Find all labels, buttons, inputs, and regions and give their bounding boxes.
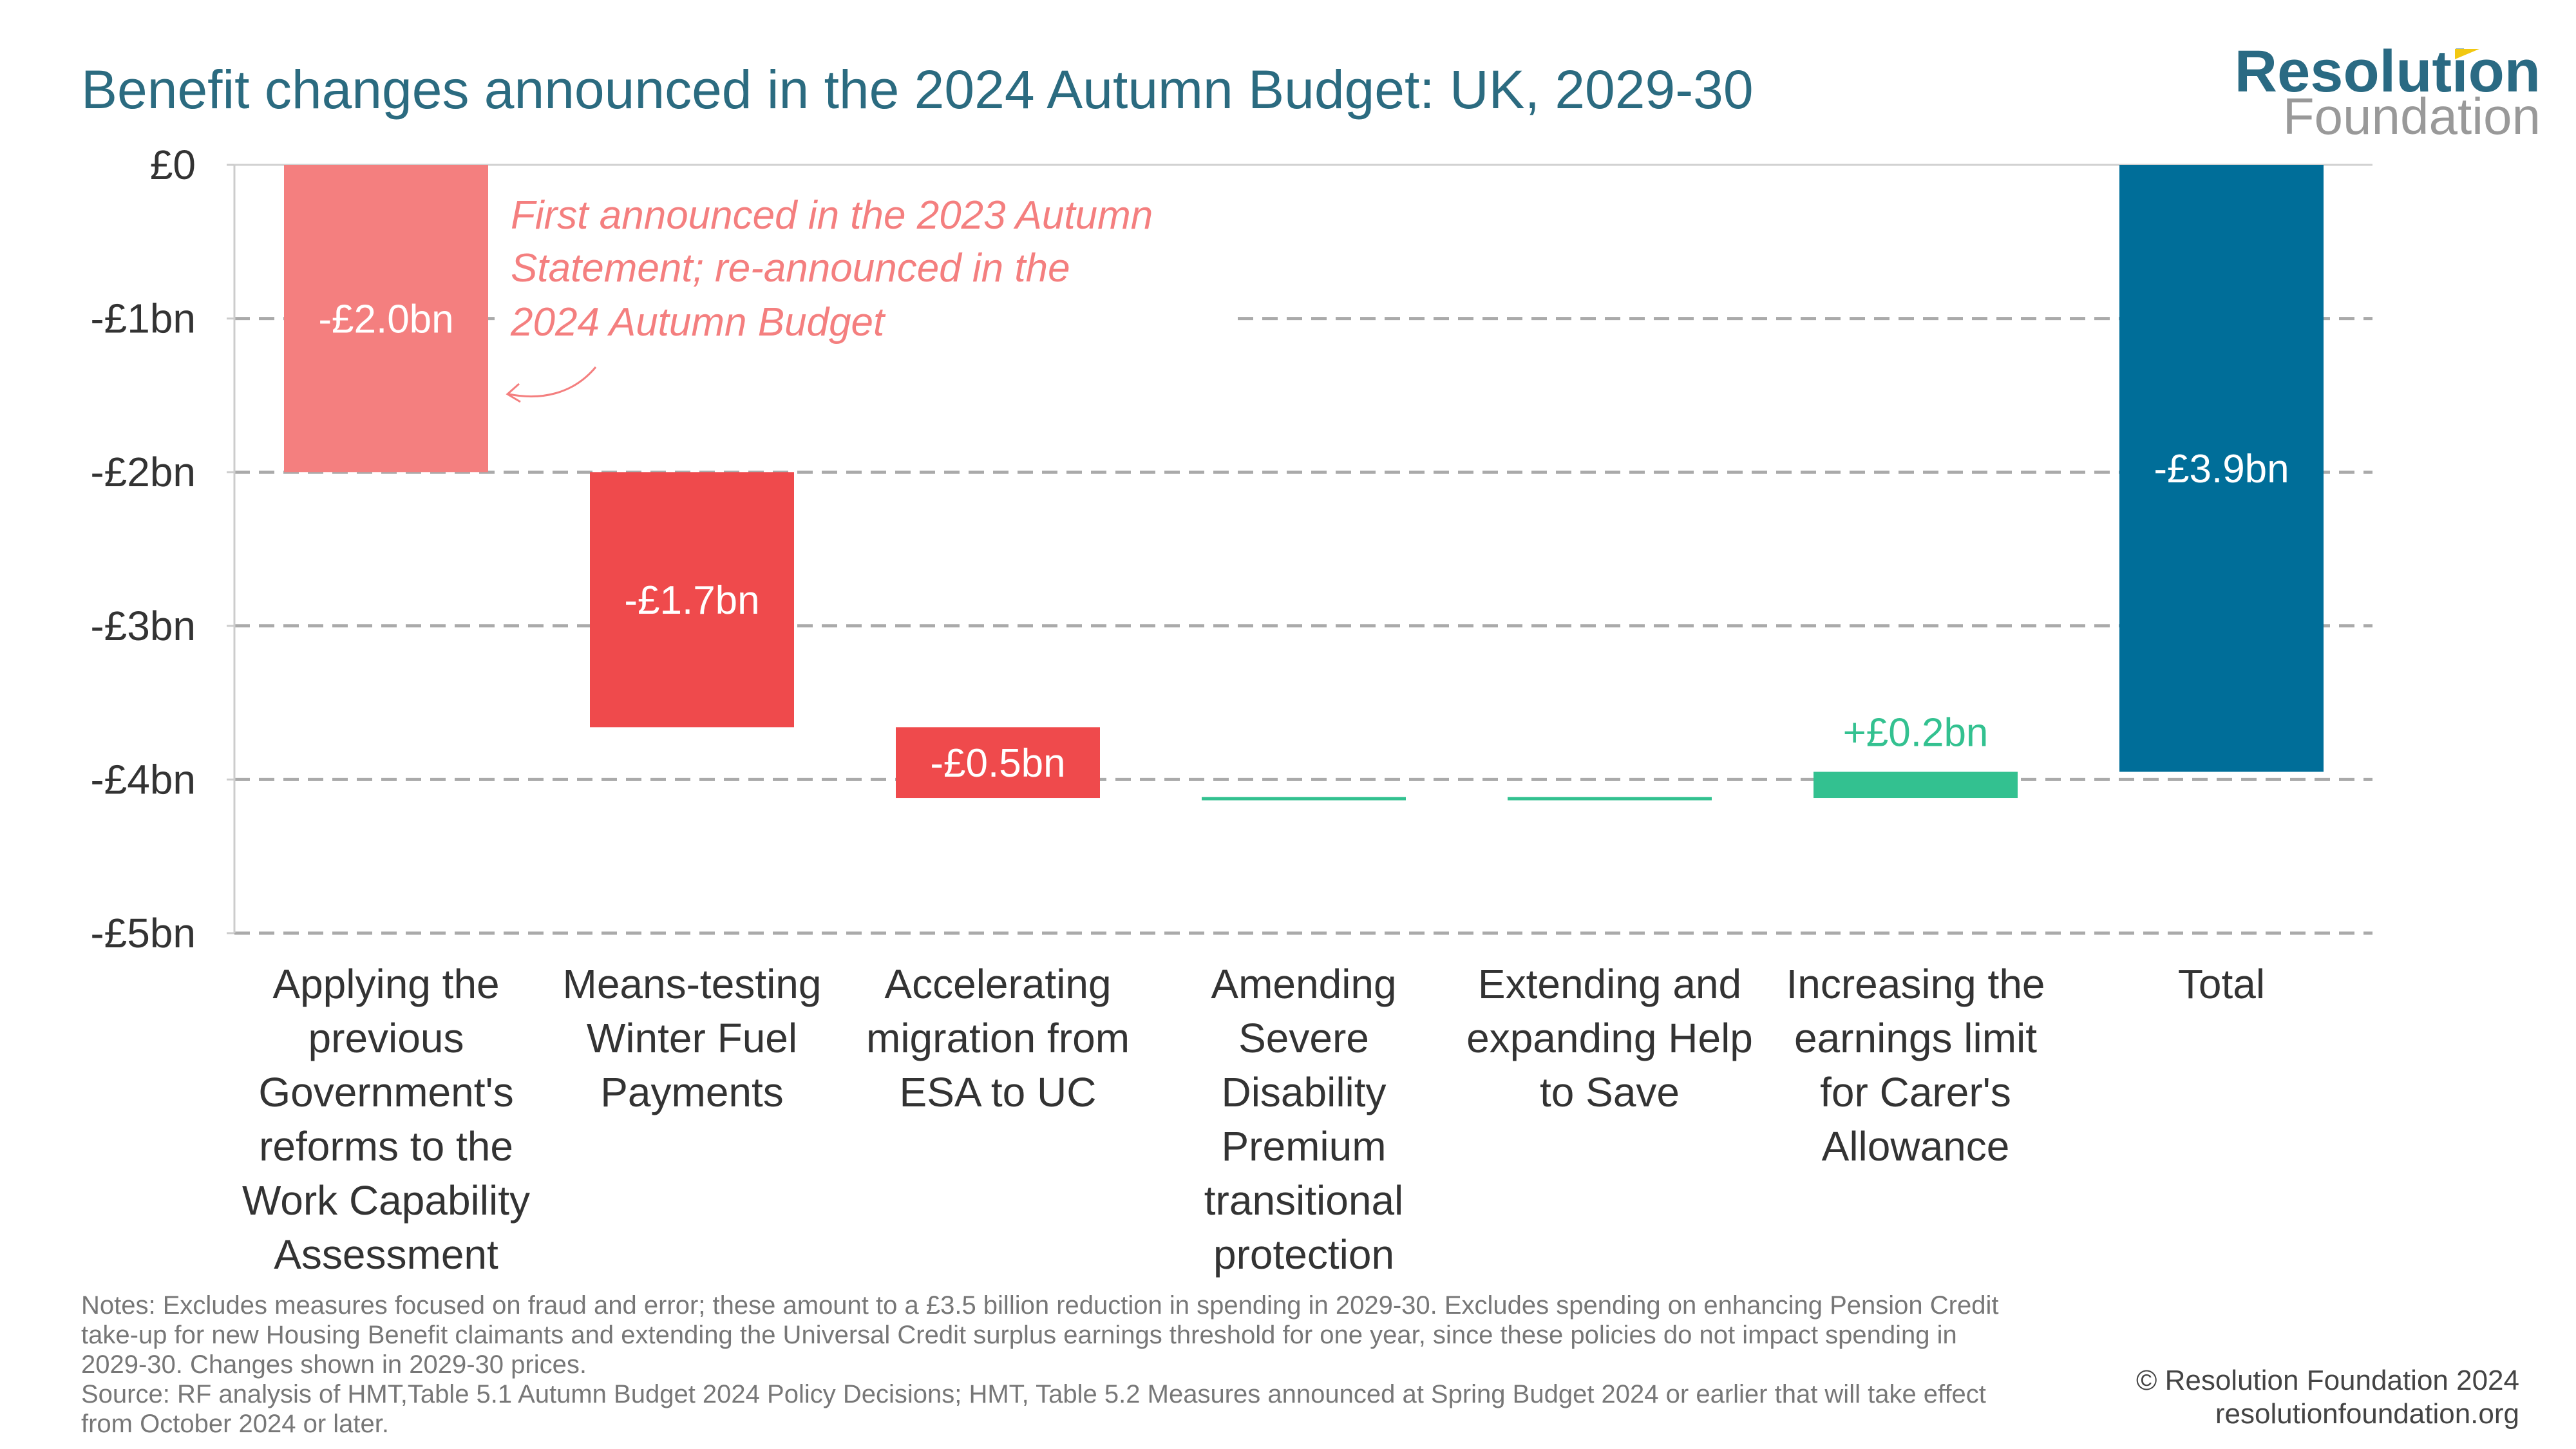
x-category-label: Increasing the — [1786, 961, 2045, 1007]
y-tick-label: -£2bn — [90, 449, 196, 495]
x-category-label: previous — [308, 1015, 464, 1061]
annotation-arrowhead-icon — [506, 383, 521, 403]
x-category-label: Means-testing — [563, 961, 822, 1007]
notes-line: Notes: Excludes measures focused on frau… — [81, 1291, 1998, 1320]
x-category-label: Total — [2178, 961, 2265, 1007]
x-category-label: migration from — [866, 1015, 1130, 1061]
bar — [1814, 772, 2018, 799]
x-category-label: Accelerating — [884, 961, 1111, 1007]
x-category-label: Amending — [1211, 961, 1396, 1007]
x-category-label: expanding Help — [1466, 1015, 1753, 1061]
data-label: -£2.0bn — [318, 298, 453, 342]
bar — [1202, 797, 1406, 800]
y-tick-label: -£3bn — [90, 603, 196, 649]
x-category-label: transitional — [1204, 1177, 1404, 1224]
y-tick-label: -£4bn — [90, 756, 196, 802]
x-category-label: reforms to the — [259, 1123, 513, 1170]
resolution-foundation-logo: Resolution Foundation — [2235, 39, 2541, 145]
x-category-label: protection — [1213, 1231, 1394, 1278]
annotation-line: First announced in the 2023 Autumn — [511, 193, 1153, 238]
x-category-label: ESA to UC — [900, 1069, 1097, 1115]
annotation-line: 2024 Autumn Budget — [510, 300, 886, 345]
x-category-label: Disability — [1221, 1069, 1386, 1115]
chart-title: Benefit changes announced in the 2024 Au… — [81, 59, 1754, 120]
bar — [2119, 165, 2324, 772]
x-category-label: to Save — [1540, 1069, 1680, 1115]
x-category-label: Applying the — [272, 961, 499, 1007]
copyright: © Resolution Foundation 2024 — [2136, 1365, 2519, 1396]
data-label: -£3.9bn — [2154, 447, 2289, 491]
annotation: First announced in the 2023 Autumn State… — [496, 180, 1236, 403]
bar — [284, 165, 488, 473]
notes-line: take-up for new Housing Benefit claimant… — [81, 1321, 1957, 1349]
logo-line2: Foundation — [2283, 88, 2541, 145]
x-category-label: Government's — [258, 1069, 513, 1115]
bar — [896, 727, 1100, 799]
website-link[interactable]: resolutionfoundation.org — [2215, 1398, 2519, 1430]
notes: Notes: Excludes measures focused on frau… — [81, 1291, 1998, 1438]
logo-line1: Resolution — [2235, 39, 2541, 104]
x-category-label: Extending and — [1478, 961, 1741, 1007]
notes-line: 2029-30. Changes shown in 2029-30 prices… — [81, 1350, 587, 1379]
data-label: +£0.2bn — [1843, 710, 1989, 755]
x-axis-categories: Applying the previous Government's reforms … — [242, 961, 2265, 1278]
x-category-label: Assessment — [274, 1231, 498, 1278]
annotation-line: Statement; re-announced in the — [511, 246, 1070, 290]
x-category-label: Winter Fuel — [587, 1015, 797, 1061]
x-category-label: Allowance — [1822, 1123, 2010, 1170]
annotation-background — [496, 180, 1236, 348]
source-line: from October 2024 or later. — [81, 1410, 389, 1438]
bar — [590, 472, 794, 728]
data-label: -£1.7bn — [624, 578, 759, 623]
data-label: -£0.5bn — [930, 741, 1065, 786]
bars: -£2.0bn -£1.7bn -£0.5bn +£0.2bn -£3.9bn — [284, 165, 2324, 800]
source-line: Source: RF analysis of HMT,Table 5.1 Aut… — [81, 1380, 1986, 1408]
logo-accent — [2455, 49, 2479, 59]
y-tick-label: -£1bn — [90, 296, 196, 342]
x-category-label: Severe — [1238, 1015, 1369, 1061]
y-tick-label: -£5bn — [90, 910, 196, 956]
bar — [1508, 797, 1712, 800]
x-category-label: Work Capability — [242, 1177, 530, 1224]
y-tick-label: £0 — [150, 142, 196, 188]
x-category-label: Payments — [600, 1069, 784, 1115]
x-category-label: earnings limit — [1794, 1015, 2037, 1061]
y-axis: £0 -£1bn -£2bn -£3bn -£4bn -£5bn — [90, 142, 234, 956]
annotation-arrow-icon — [508, 366, 597, 398]
x-category-label: Premium — [1221, 1123, 1386, 1170]
x-category-label: for Carer's — [1820, 1069, 2011, 1115]
